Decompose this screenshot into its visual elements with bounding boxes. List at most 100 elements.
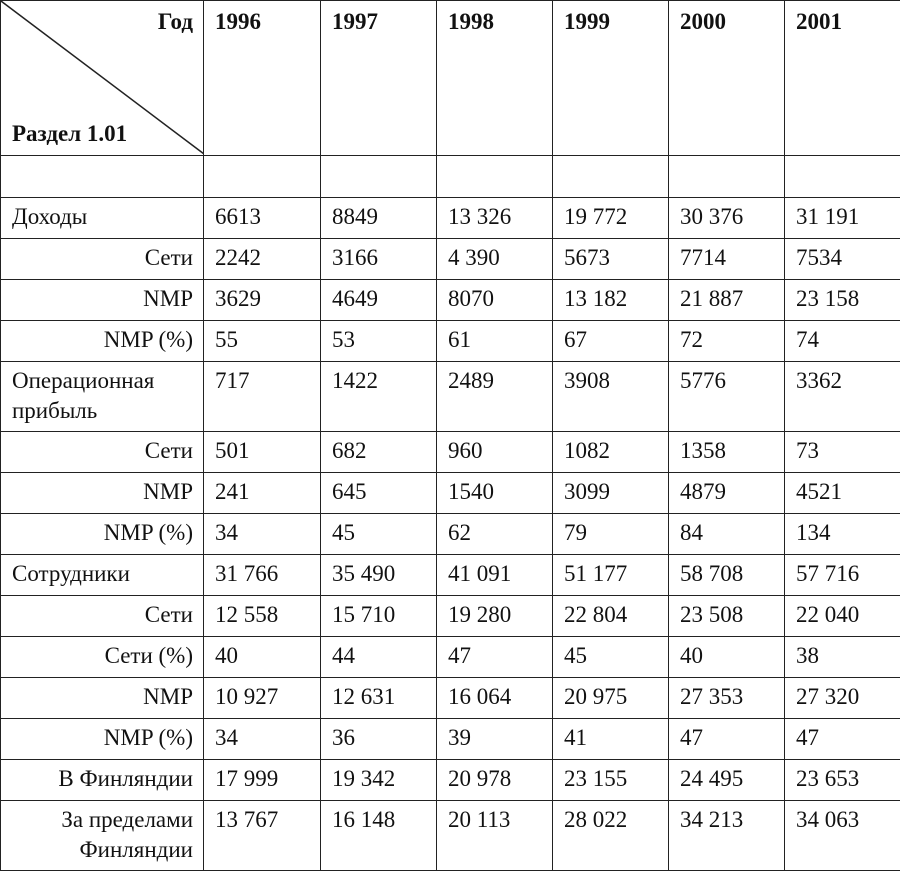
value-cell: 12 631 [321,678,437,719]
value-cell: 3166 [321,239,437,280]
value-cell: 501 [204,432,321,473]
value-cell: 960 [437,432,553,473]
value-cell: 13 767 [204,801,321,871]
value-cell: 10 927 [204,678,321,719]
row-label: В Финляндии [1,760,204,801]
empty-cell [785,156,900,198]
value-cell: 134 [785,514,900,555]
value-cell: 20 978 [437,760,553,801]
value-cell: 39 [437,719,553,760]
year-header: 2001 [785,1,900,156]
value-cell: 241 [204,473,321,514]
blank-row [1,156,900,198]
row-label: Операционная прибыль [1,362,204,432]
value-cell: 35 490 [321,555,437,596]
value-cell: 61 [437,321,553,362]
value-cell: 22 804 [553,596,669,637]
year-header: 1999 [553,1,669,156]
value-cell: 24 495 [669,760,785,801]
value-cell: 12 558 [204,596,321,637]
row-label: Сети [1,239,204,280]
value-cell: 23 158 [785,280,900,321]
row-label: NMP [1,473,204,514]
value-cell: 7534 [785,239,900,280]
year-header: 1998 [437,1,553,156]
row-label: NMP (%) [1,514,204,555]
value-cell: 6613 [204,198,321,239]
value-cell: 3099 [553,473,669,514]
row-label: За пределами Финляндии [1,801,204,871]
value-cell: 13 326 [437,198,553,239]
value-cell: 41 [553,719,669,760]
corner-top: Год [158,7,193,37]
empty-cell [437,156,553,198]
value-cell: 16 064 [437,678,553,719]
value-cell: 4521 [785,473,900,514]
value-cell: 34 [204,514,321,555]
value-cell: 8070 [437,280,553,321]
value-cell: 40 [204,637,321,678]
value-cell: 13 182 [553,280,669,321]
value-cell: 40 [669,637,785,678]
value-cell: 1082 [553,432,669,473]
value-cell: 47 [437,637,553,678]
value-cell: 3908 [553,362,669,432]
value-cell: 23 155 [553,760,669,801]
year-header: 1997 [321,1,437,156]
empty-cell [321,156,437,198]
value-cell: 30 376 [669,198,785,239]
value-cell: 4649 [321,280,437,321]
value-cell: 22 040 [785,596,900,637]
row-label: Сети (%) [1,637,204,678]
value-cell: 4879 [669,473,785,514]
value-cell: 2489 [437,362,553,432]
value-cell: 717 [204,362,321,432]
value-cell: 27 353 [669,678,785,719]
value-cell: 31 766 [204,555,321,596]
value-cell: 4 390 [437,239,553,280]
value-cell: 3629 [204,280,321,321]
row-label: Сети [1,596,204,637]
value-cell: 19 342 [321,760,437,801]
row-label: Сотрудники [1,555,204,596]
value-cell: 57 716 [785,555,900,596]
corner-cell: Год Раздел 1.01 [1,1,204,156]
row-label: NMP (%) [1,719,204,760]
value-cell: 47 [785,719,900,760]
value-cell: 34 [204,719,321,760]
row-label: NMP [1,280,204,321]
value-cell: 47 [669,719,785,760]
value-cell: 31 191 [785,198,900,239]
value-cell: 53 [321,321,437,362]
value-cell: 41 091 [437,555,553,596]
value-cell: 74 [785,321,900,362]
value-cell: 84 [669,514,785,555]
row-label: Сети [1,432,204,473]
value-cell: 1358 [669,432,785,473]
value-cell: 2242 [204,239,321,280]
value-cell: 17 999 [204,760,321,801]
value-cell: 16 148 [321,801,437,871]
value-cell: 58 708 [669,555,785,596]
value-cell: 8849 [321,198,437,239]
value-cell: 19 772 [553,198,669,239]
value-cell: 682 [321,432,437,473]
value-cell: 38 [785,637,900,678]
value-cell: 20 975 [553,678,669,719]
value-cell: 1540 [437,473,553,514]
value-cell: 44 [321,637,437,678]
corner-bottom: Раздел 1.01 [12,119,127,149]
